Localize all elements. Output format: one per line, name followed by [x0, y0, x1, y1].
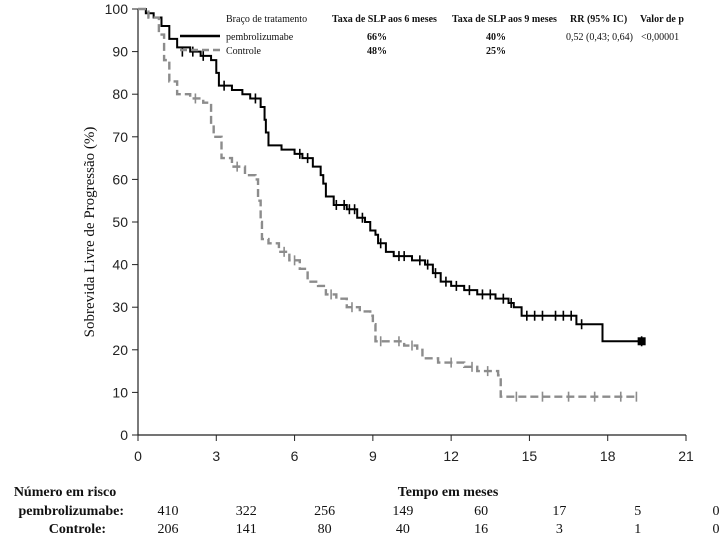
legend-rate9-pembrolizumabe: 40% — [486, 32, 506, 43]
y-tick-label: 50 — [112, 214, 128, 230]
legend-rr-pembrolizumabe: 0,52 (0,43; 0,64) — [566, 32, 633, 43]
legend-label-controle: Controle — [226, 46, 262, 57]
legend-header-p: Valor de p — [640, 14, 684, 25]
risk-value: 40 — [396, 522, 410, 537]
chart-axes: 0 10 20 30 40 50 60 70 80 90 100 0 3 6 9 12 15 18 21 — [105, 1, 694, 464]
legend-rate9-controle: 25% — [486, 46, 506, 57]
risk-row-label-controle: Controle: — [49, 522, 106, 537]
x-tick-label: 12 — [443, 448, 459, 464]
risk-value: 1 — [634, 522, 641, 537]
y-tick-label: 40 — [112, 257, 128, 273]
y-tick-label: 80 — [112, 86, 128, 102]
legend-header-6m: Taxa de SLP aos 6 meses — [332, 14, 437, 25]
risk-value: 5 — [634, 504, 641, 519]
risk-table-title: Número em risco — [14, 485, 116, 500]
y-tick-label: 20 — [112, 342, 128, 358]
legend-header-arm: Braço de tratamento — [226, 14, 307, 25]
y-tick-label: 0 — [120, 427, 128, 443]
risk-table: Número em risco pembrolizumabe: Controle… — [14, 485, 720, 537]
risk-value: 16 — [474, 522, 488, 537]
risk-value: 149 — [392, 504, 413, 519]
risk-value: 256 — [314, 504, 335, 519]
x-tick-label: 3 — [212, 448, 220, 464]
x-tick-label: 0 — [134, 448, 142, 464]
y-tick-label: 100 — [105, 1, 129, 17]
y-tick-label: 10 — [112, 384, 128, 400]
risk-value: 17 — [552, 504, 566, 519]
chart-series-layer — [138, 7, 646, 402]
y-tick-label: 70 — [112, 129, 128, 145]
chart-legend: Braço de tratamento Taxa de SLP aos 6 me… — [180, 14, 684, 57]
risk-value: 60 — [474, 504, 488, 519]
legend-header-rr: RR (95% IC) — [570, 14, 627, 25]
legend-rate6-controle: 48% — [367, 46, 387, 57]
x-axis-title: Tempo em meses — [398, 485, 499, 500]
x-tick-label: 21 — [678, 448, 694, 464]
risk-value: 322 — [236, 504, 257, 519]
y-tick-label: 90 — [112, 44, 128, 60]
y-tick-label: 30 — [112, 299, 128, 315]
x-tick-label: 15 — [522, 448, 538, 464]
risk-value: 410 — [158, 504, 179, 519]
risk-value: 0 — [713, 504, 720, 519]
risk-value: 206 — [158, 522, 179, 537]
risk-value: 3 — [556, 522, 563, 537]
x-tick-label: 9 — [369, 448, 377, 464]
risk-value: 80 — [318, 522, 332, 537]
risk-value: 141 — [236, 522, 257, 537]
legend-header-9m: Taxa de SLP aos 9 meses — [452, 14, 557, 25]
legend-p-pembrolizumabe: <0,00001 — [641, 32, 679, 43]
x-tick-label: 6 — [291, 448, 299, 464]
y-axis-title: Sobrevida Livre de Progressão (%) — [82, 127, 98, 338]
risk-value: 0 — [713, 522, 720, 537]
legend-label-pembrolizumabe: pembrolizumabe — [226, 32, 294, 43]
y-tick-label: 60 — [112, 171, 128, 187]
series-end-marker-pembrolizumabe — [637, 337, 646, 346]
series-line-controle — [138, 7, 637, 398]
risk-row-label-pembrolizumabe: pembrolizumabe: — [18, 504, 124, 519]
series-line-pembrolizumabe — [138, 8, 642, 343]
x-tick-label: 18 — [600, 448, 616, 464]
legend-rate6-pembrolizumabe: 66% — [367, 32, 387, 43]
